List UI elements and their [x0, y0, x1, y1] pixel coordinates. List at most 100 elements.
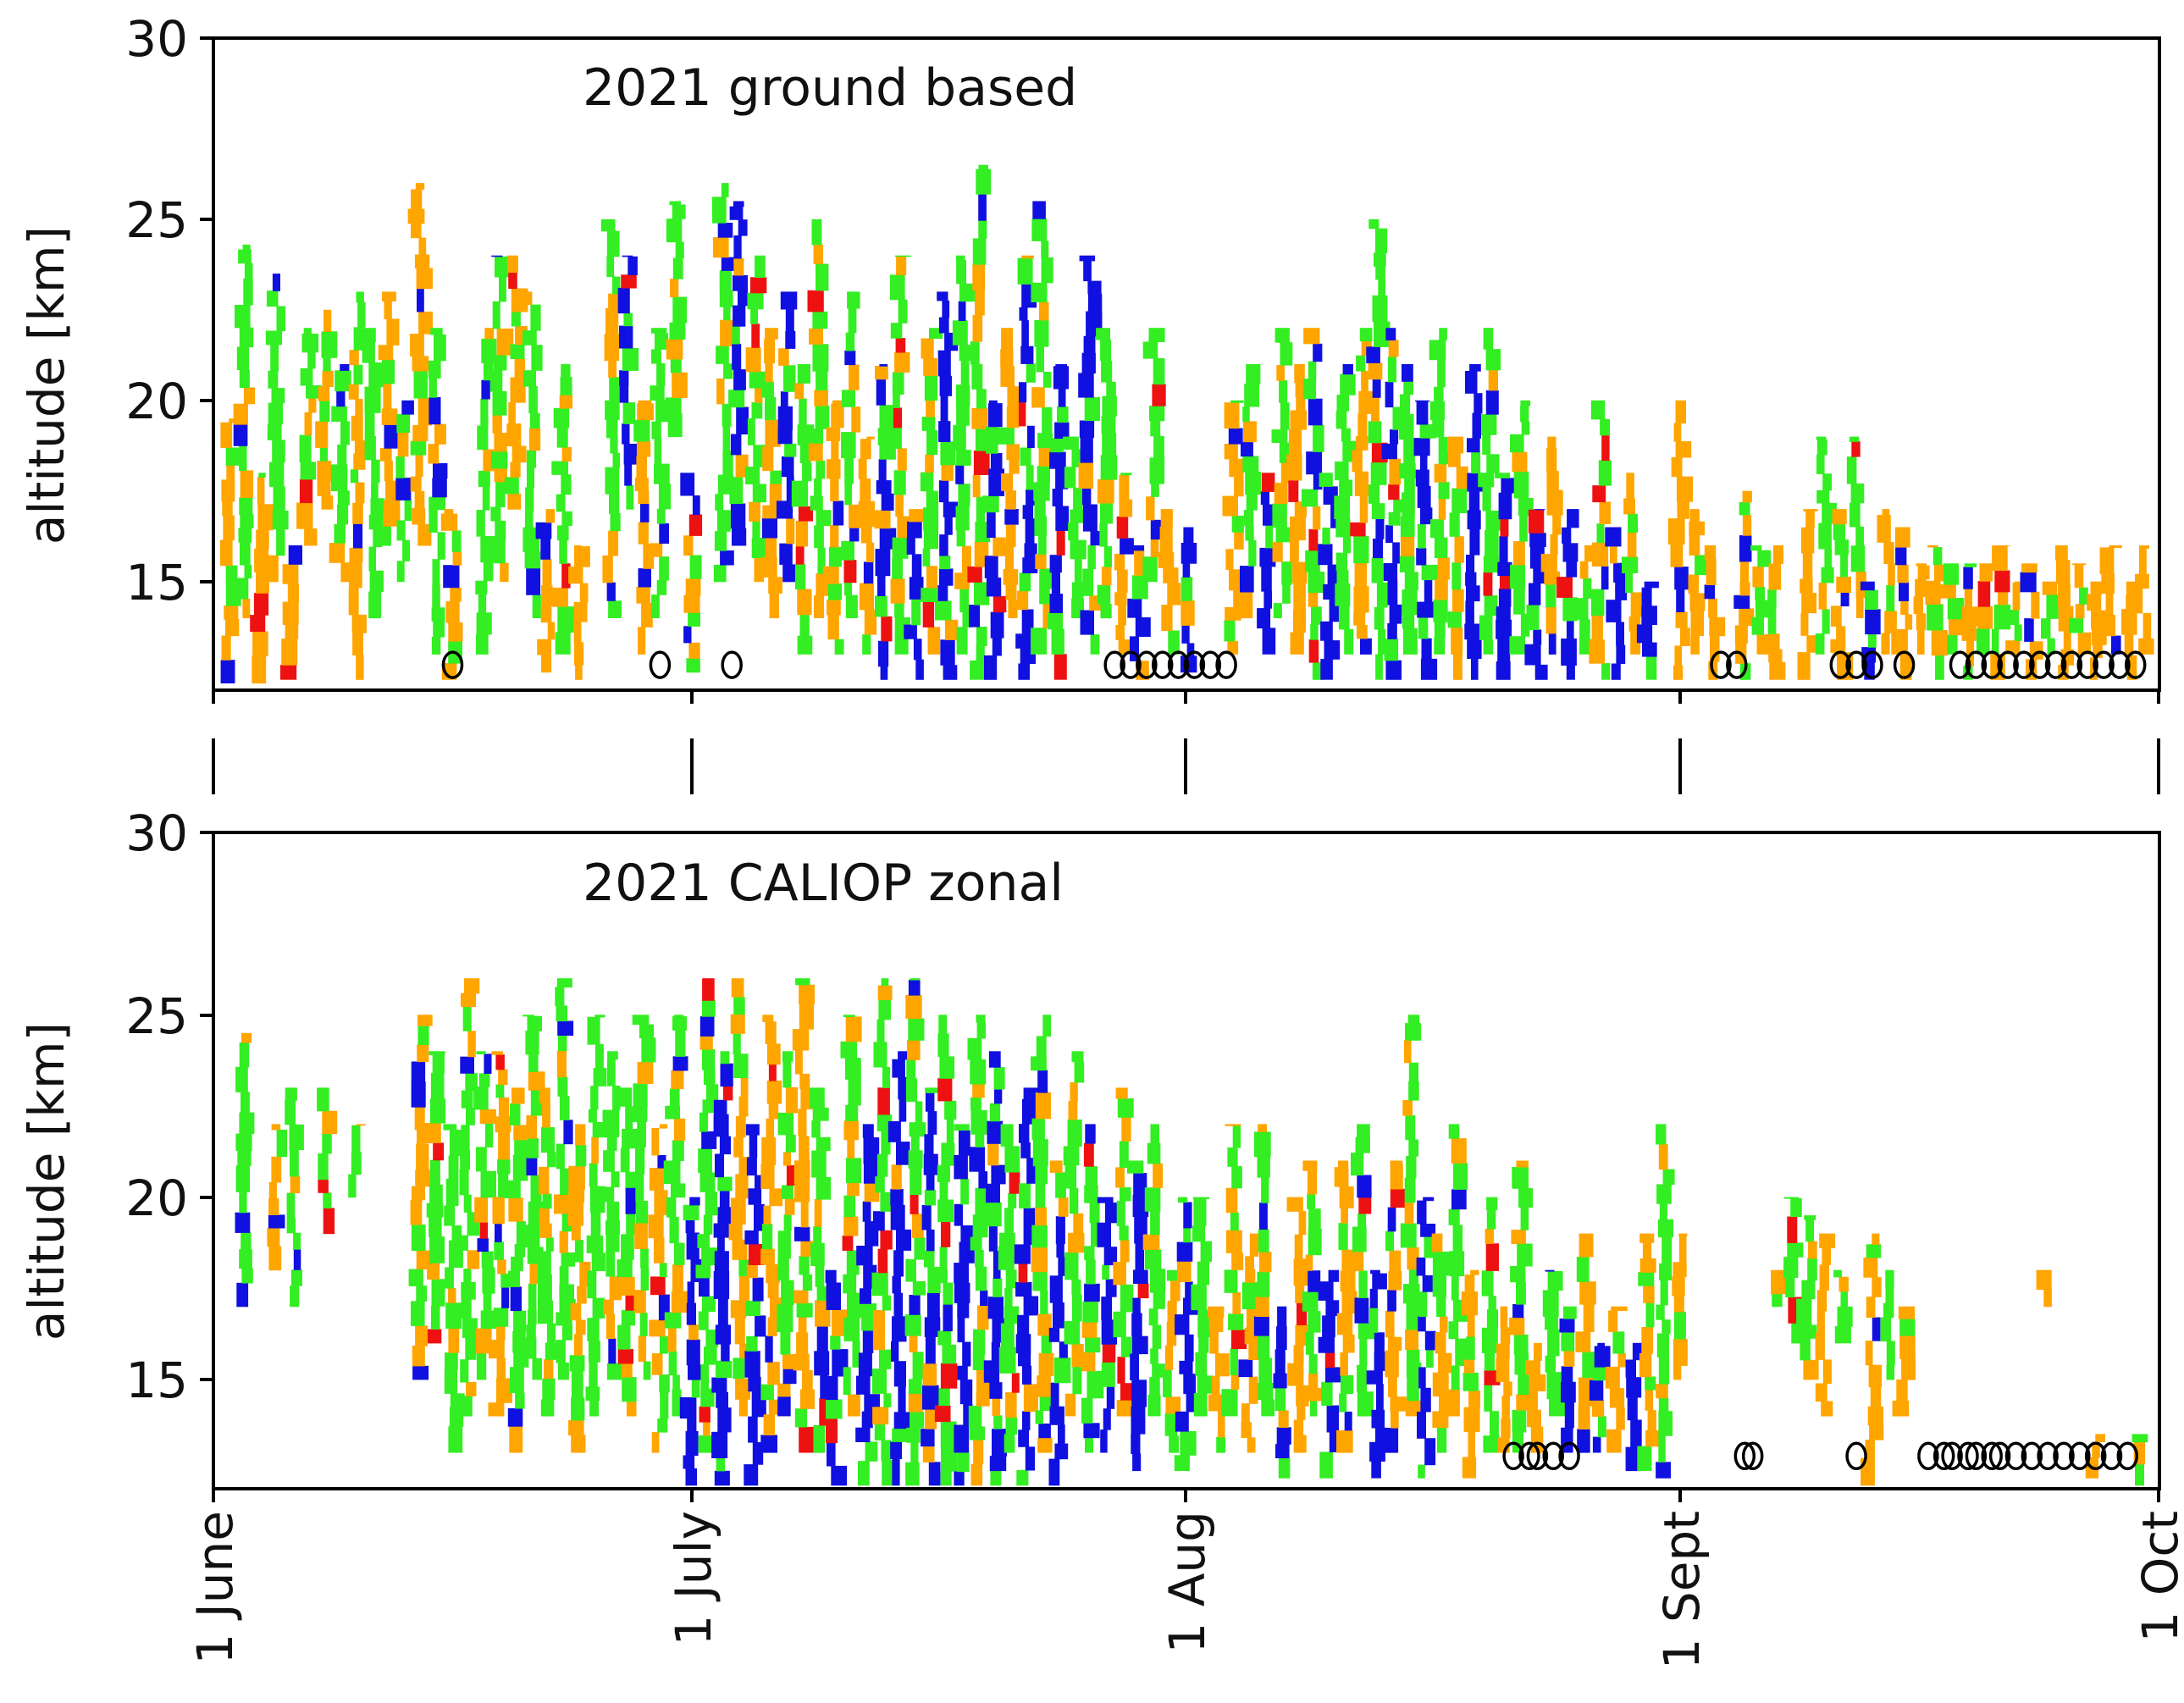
caliop-cell-54-2 [1195, 1352, 1208, 1376]
ground-cell-101-2 [1961, 625, 1977, 641]
ground-cell-101-3 [1962, 606, 1978, 627]
caliop-marker-14 [1988, 1441, 2011, 1471]
ground-cell-1-0 [242, 598, 251, 618]
caliop-cell-36-15 [910, 1168, 922, 1195]
ground-cell-56-0 [1168, 630, 1180, 655]
ground-cell-13-8 [432, 478, 447, 498]
ground-cell-2-9 [258, 473, 266, 478]
ground-cell-108-5 [2072, 563, 2087, 566]
ground-cell-70-5 [1421, 564, 1438, 581]
caliop-cell-87-5 [1807, 1258, 1817, 1281]
ground-cell-103-6 [1994, 545, 2011, 546]
ground-cell-10-8 [382, 359, 395, 384]
caliop-cell-48-6 [1101, 1297, 1112, 1320]
caliop-cell-11-6 [513, 1310, 527, 1332]
caliop-cell-83-4 [1656, 1384, 1668, 1399]
caliop-cell-32-4 [847, 1292, 863, 1319]
caliop-cell-86-7 [1783, 1197, 1800, 1199]
caliop-cell-19-3 [633, 1290, 646, 1313]
ground-cell-19-7 [535, 522, 552, 539]
ground-cell-29-16 [729, 206, 744, 220]
ground-cell-71-5 [1434, 537, 1448, 558]
ground-cell-30-8 [751, 402, 763, 419]
caliop-cell-21-10 [671, 1183, 686, 1198]
caliop-cell-22-10 [687, 1281, 695, 1304]
ground-cell-76-0 [1509, 636, 1525, 655]
ground-cell-57-1 [1186, 643, 1195, 656]
ground-cell-9-13 [361, 328, 376, 343]
ground-cell-24-2 [636, 586, 650, 604]
ground-cell-49-8 [1052, 489, 1064, 506]
ground-cell-73-7 [1469, 528, 1480, 556]
caliop-cell-83-7 [1661, 1319, 1671, 1335]
ground-cell-45-9 [988, 468, 1004, 496]
caliop-cell-55-7 [1208, 1306, 1225, 1319]
ground-cell-85-0 [1673, 665, 1684, 680]
caliop-cell-40-10 [975, 1266, 987, 1291]
ground-cell-32-7 [777, 429, 793, 445]
ground-cell-68-16 [1387, 357, 1396, 383]
ground-cell-72-7 [1451, 488, 1468, 513]
ground-cell-38-9 [876, 480, 892, 495]
caliop-cell-48-11 [1104, 1203, 1117, 1224]
ground-cell-12-0 [417, 523, 432, 546]
ground-cell-65-12 [1335, 411, 1347, 429]
caliop-cell-50-13 [1133, 1173, 1147, 1196]
caliop-cell-2-7 [290, 1149, 299, 1177]
caliop-cell-18-0 [626, 1401, 637, 1417]
caliop-cell-74-7 [1512, 1304, 1524, 1319]
caliop-cell-26-13 [754, 1204, 765, 1231]
caliop-cell-47-2 [1081, 1397, 1093, 1424]
ground-cell-94-8 [1849, 436, 1860, 442]
caliop-cell-65-10 [1372, 1273, 1387, 1290]
ground-cell-45-7 [987, 511, 996, 539]
ground-cell-92-0 [1815, 633, 1825, 655]
caliop-marker-2 [1526, 1441, 1549, 1471]
ground-cell-65-15 [1342, 364, 1353, 375]
caliop-cell-41-10 [992, 1278, 1003, 1297]
caliop-cell-71-5 [1463, 1359, 1475, 1374]
caliop-cell-47-3 [1086, 1370, 1104, 1399]
ground-cell-59-9 [1243, 421, 1257, 443]
ground-cell-101-4 [1964, 589, 1973, 607]
caliop-cell-38-15 [937, 1164, 950, 1182]
ground-cell-79-4 [1556, 577, 1573, 598]
ground-cell-84-2 [1636, 624, 1653, 644]
ground-cell-71-16 [1439, 328, 1447, 340]
caliop-cell-10-6 [501, 1287, 510, 1308]
caliop-cell-91-3 [1883, 1302, 1894, 1319]
caliop-cell-44-9 [1032, 1271, 1048, 1291]
ground-cell-3-4 [269, 462, 285, 487]
ground-cell-43-5 [956, 529, 965, 547]
caliop-cell-62-10 [1328, 1269, 1340, 1282]
caliop-cell-43-1 [1025, 1446, 1036, 1471]
ground-cell-71-4 [1437, 557, 1450, 580]
caliop-cell-17-10 [611, 1171, 620, 1188]
caliop-cell-20-12 [654, 1190, 668, 1215]
ground-cell-93-9 [1832, 509, 1847, 525]
caliop-cell-47-6 [1081, 1322, 1098, 1338]
ground-cell-65-7 [1334, 495, 1350, 519]
caliop-cell-11-17 [510, 1103, 521, 1125]
ground-marker-0 [441, 650, 464, 679]
caliop-cell-25-14 [735, 1116, 746, 1138]
ground-cell-63-2 [1310, 624, 1319, 640]
caliop-cell-8-17 [465, 1073, 478, 1092]
ground-cell-69-8 [1404, 478, 1415, 493]
ground-cell-69-5 [1400, 536, 1415, 557]
ground-cell-18-11 [523, 370, 536, 387]
caliop-cell-43-18 [1019, 1124, 1030, 1143]
caliop-cell-41-7 [991, 1341, 1001, 1361]
caliop-cell-26-11 [748, 1243, 765, 1265]
ground-cell-23-10 [617, 287, 630, 314]
ground-cell-68-6 [1392, 542, 1400, 564]
ground-cell-16-13 [492, 301, 500, 329]
caliop-cell-34-20 [882, 1066, 891, 1088]
caliop-cell-88-1 [1815, 1383, 1827, 1402]
ground-cell-49-13 [1057, 406, 1069, 423]
ground-cell-46-15 [1001, 328, 1014, 350]
caliop-cell-74-1 [1512, 1409, 1527, 1433]
caliop-cell-76-4 [1545, 1316, 1558, 1330]
ground-cell-44-14 [971, 364, 983, 390]
